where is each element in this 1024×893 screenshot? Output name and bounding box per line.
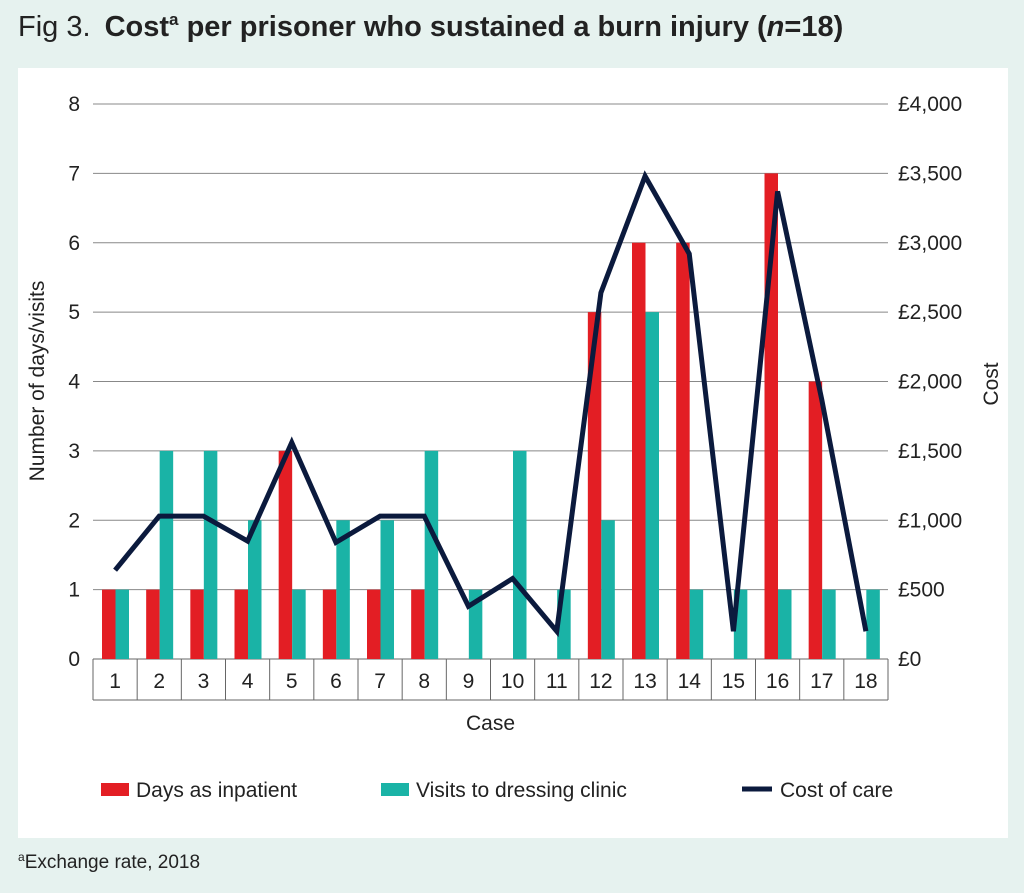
footnote-text: Exchange rate, 2018	[25, 852, 200, 873]
title-superscript: a	[169, 10, 179, 29]
bar	[322, 589, 337, 659]
x-tick-label: 10	[501, 670, 524, 693]
bar	[822, 589, 836, 659]
bar	[866, 589, 880, 659]
x-tick-label: 6	[330, 670, 342, 693]
y2-axis-label: Cost	[980, 362, 1003, 405]
y2-tick-label: £500	[898, 579, 945, 602]
y2-tick-label: £3,000	[898, 232, 962, 255]
bar	[115, 589, 129, 659]
bar	[411, 589, 425, 659]
bar	[278, 450, 293, 659]
y-tick-label: 1	[68, 579, 80, 602]
x-tick-label: 15	[722, 670, 745, 693]
title-italic: n	[767, 11, 785, 43]
legend-label: Days as inpatient	[136, 779, 297, 802]
y-tick-label: 2	[68, 509, 80, 532]
title-prefix: Fig 3.	[18, 11, 91, 43]
y2-tick-label: £4,000	[898, 93, 962, 116]
y-tick-label: 8	[68, 93, 80, 116]
line	[113, 170, 869, 638]
bar	[380, 520, 394, 659]
bar	[468, 589, 483, 659]
x-tick-label: 12	[589, 670, 612, 693]
title-main: =18)	[784, 11, 843, 43]
y-tick-label: 7	[68, 162, 80, 185]
legend-label: Visits to dressing clinic	[416, 779, 627, 802]
y2-tick-label: £3,500	[898, 162, 962, 185]
chart-title: Fig 3. Costa per prisoner who sustained …	[18, 10, 843, 43]
bar	[248, 520, 262, 659]
x-tick-label: 16	[766, 670, 789, 693]
bar	[689, 589, 704, 659]
bar	[778, 589, 792, 659]
bar	[336, 520, 350, 659]
bar	[601, 520, 615, 659]
bar	[424, 450, 439, 659]
bar	[159, 450, 174, 659]
x-tick-label: 11	[546, 670, 568, 693]
y2-tick-label: £1,000	[898, 509, 962, 532]
x-tick-label: 7	[374, 670, 386, 693]
bar	[234, 589, 248, 659]
bar	[513, 450, 527, 659]
y-tick-label: 6	[68, 232, 80, 255]
y2-tick-label: £2,500	[898, 301, 962, 324]
legend-label: Cost of care	[780, 779, 893, 802]
bar	[676, 242, 690, 659]
bar	[190, 589, 204, 659]
bar	[645, 312, 659, 659]
y2-tick-label: £0	[898, 648, 921, 671]
bar	[102, 589, 116, 659]
y-tick-label: 4	[68, 371, 80, 394]
bar	[146, 589, 160, 659]
x-tick-label: 3	[198, 670, 210, 693]
bar	[367, 589, 381, 659]
bar	[587, 312, 602, 659]
title-main: Cost	[105, 11, 170, 43]
x-tick-label: 1	[109, 670, 121, 693]
x-tick-label: 4	[242, 670, 254, 693]
x-tick-label: 2	[153, 670, 165, 693]
y2-tick-label: £2,000	[898, 371, 962, 394]
bar	[203, 450, 218, 659]
y-axis-label: Number of days/visits	[26, 281, 49, 482]
bar	[632, 242, 646, 659]
x-tick-label: 14	[678, 670, 702, 693]
y-tick-label: 5	[68, 301, 80, 324]
x-tick-label: 18	[854, 670, 877, 693]
y-tick-label: 0	[68, 648, 80, 671]
x-tick-label: 9	[463, 670, 475, 693]
bar	[808, 381, 823, 659]
title-main: per prisoner who sustained a burn injury…	[179, 11, 767, 43]
y-tick-label: 3	[68, 440, 80, 463]
legend-swatch	[101, 783, 129, 796]
bar	[292, 589, 306, 659]
footnote: aExchange rate, 2018	[18, 850, 200, 873]
x-tick-label: 5	[286, 670, 298, 693]
x-axis-label: Case	[466, 712, 515, 735]
x-tick-label: 8	[418, 670, 430, 693]
footnote-superscript: a	[18, 850, 25, 864]
x-tick-label: 17	[810, 670, 833, 693]
y2-tick-label: £1,500	[898, 440, 962, 463]
x-tick-label: 13	[633, 670, 656, 693]
legend-swatch	[381, 783, 409, 796]
